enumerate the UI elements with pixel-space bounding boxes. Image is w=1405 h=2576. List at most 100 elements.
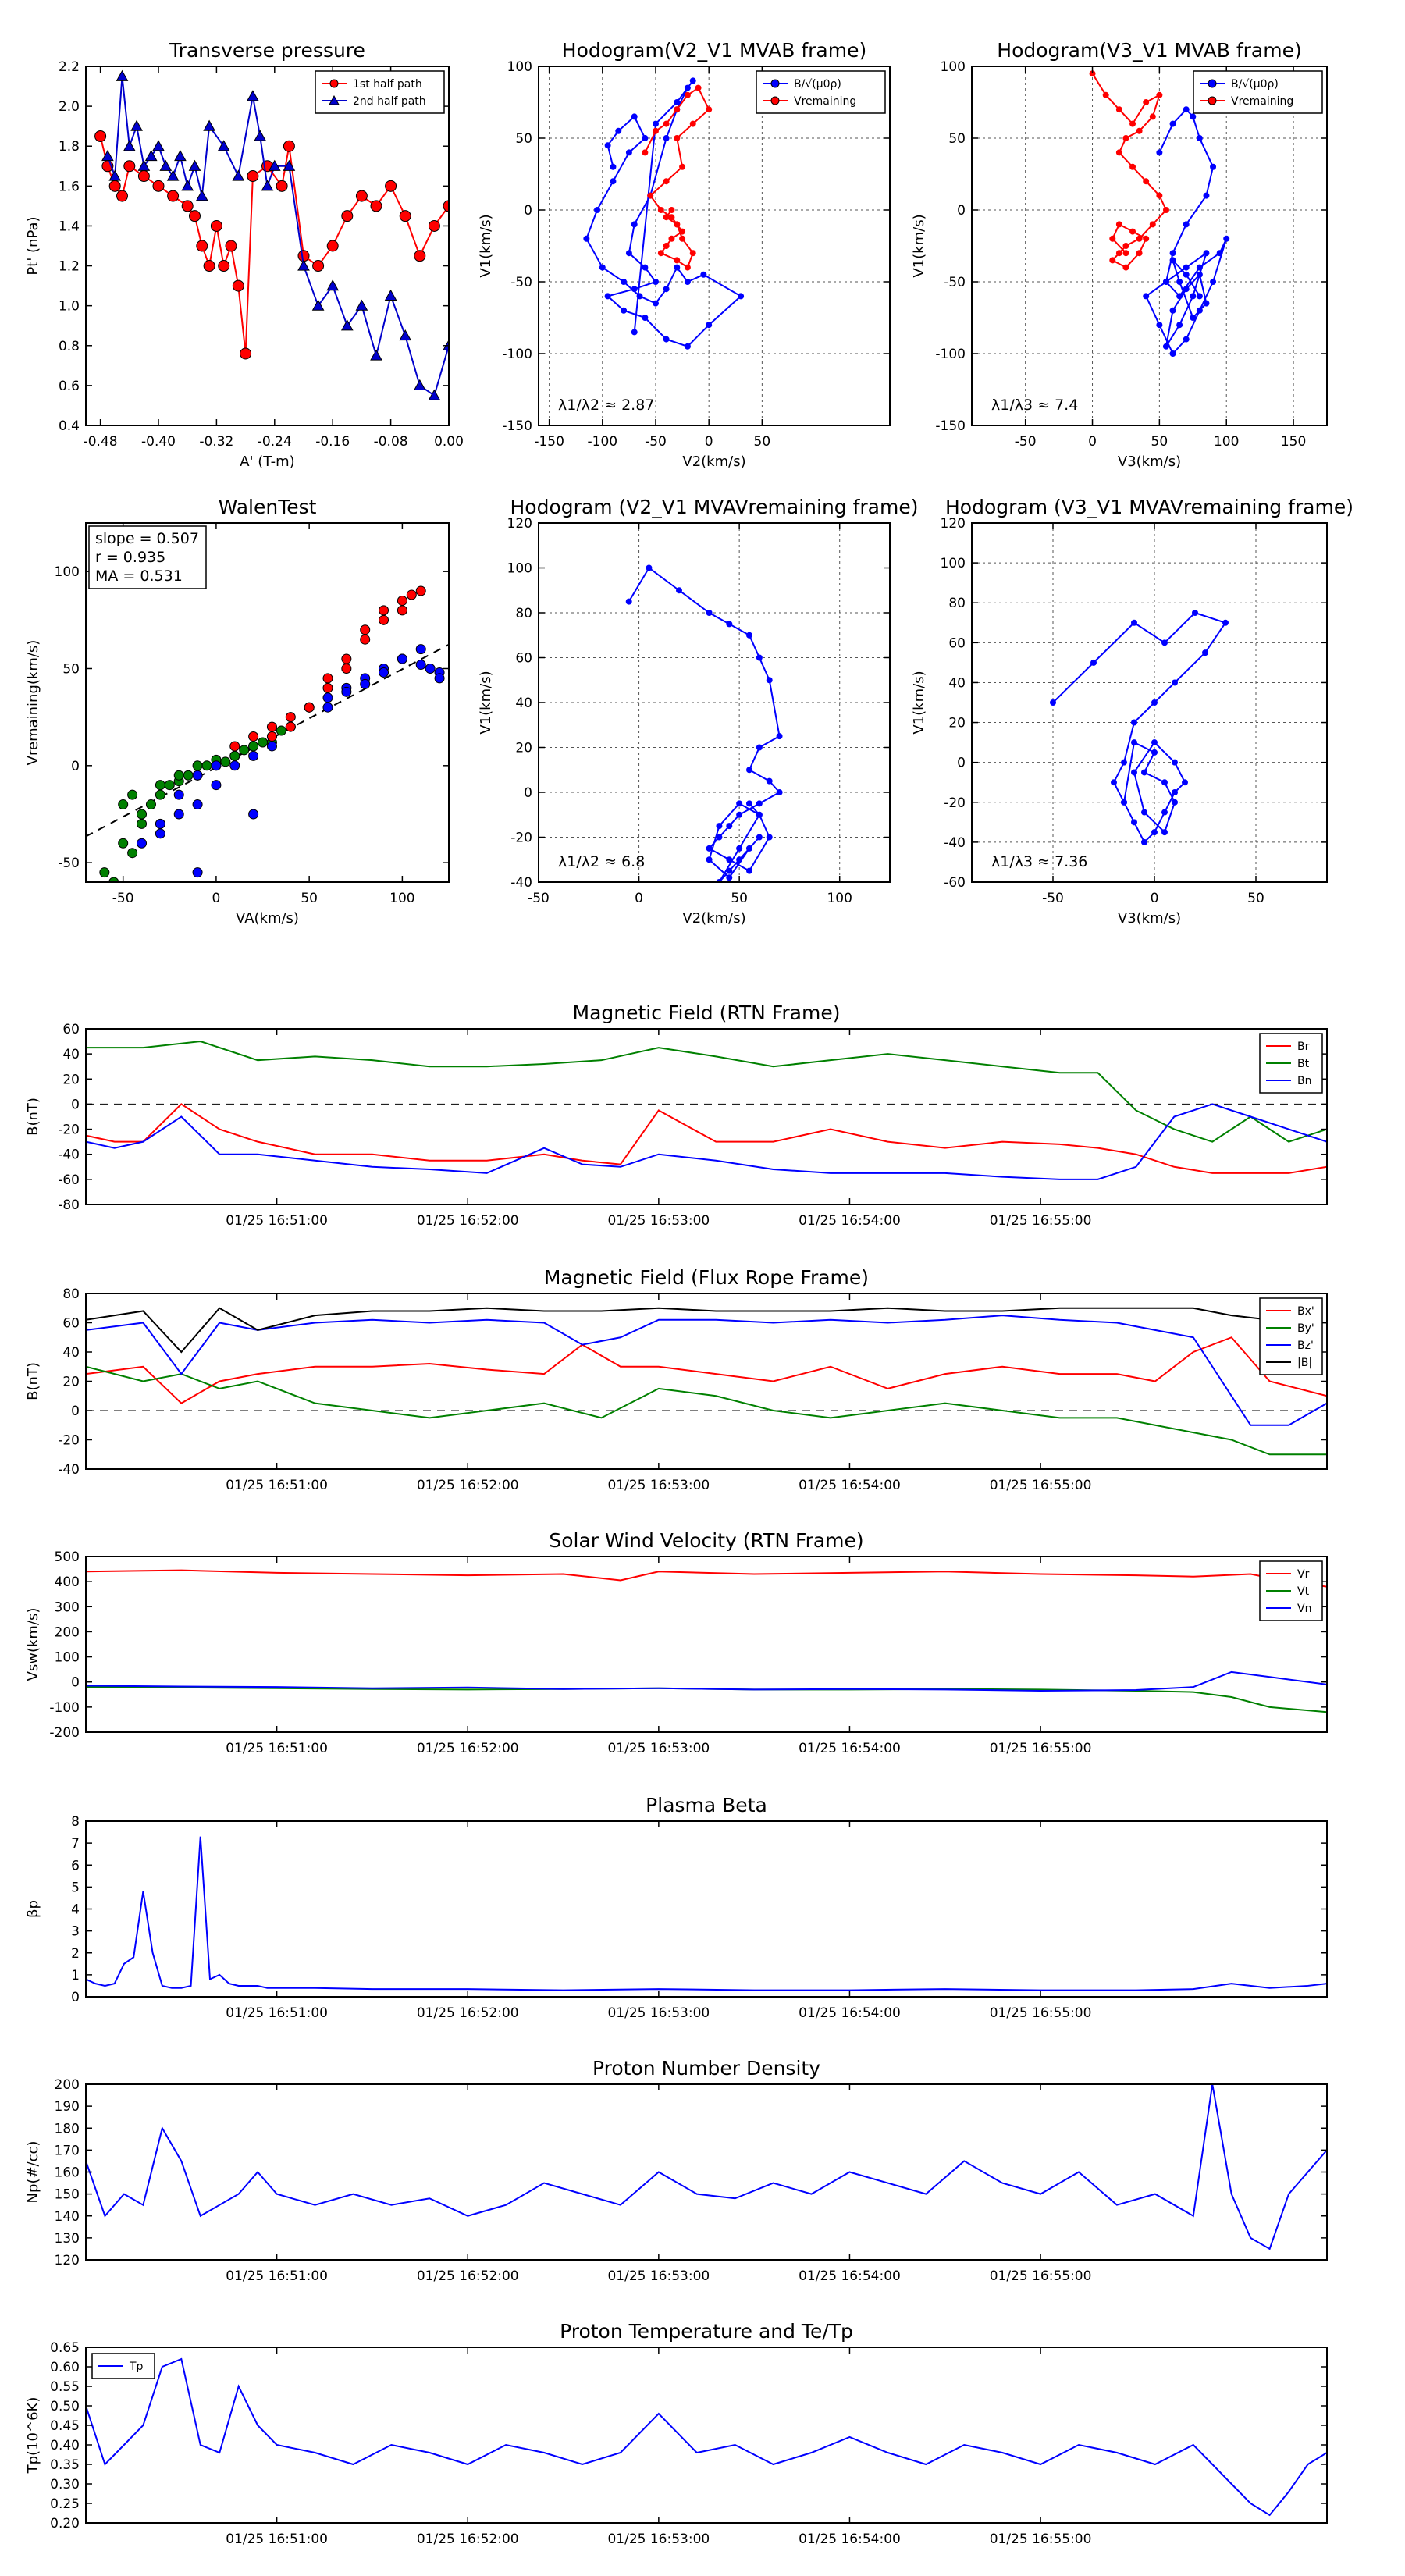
data-point: [1182, 779, 1188, 786]
data-point: [94, 130, 107, 142]
data-point: [137, 159, 151, 171]
data-point: [166, 169, 180, 181]
data-point: [155, 789, 165, 800]
x-axis-label: V2(km/s): [682, 910, 745, 927]
data-point: [1136, 127, 1143, 134]
axes-frame: [538, 66, 891, 426]
y-tick-label: 190: [55, 2099, 80, 2115]
data-point: [174, 149, 187, 162]
axes-frame: [85, 1556, 1328, 1733]
axes-frame: [85, 2083, 1328, 2261]
y-tick-label: 150: [55, 2187, 80, 2203]
data-point: [370, 349, 382, 361]
data-point: [657, 250, 664, 257]
x-tick-label: 01/25 16:52:00: [417, 1478, 519, 1493]
data-point: [1183, 106, 1190, 113]
data-point: [1169, 350, 1176, 357]
data-point: [183, 770, 194, 781]
data-point: [1115, 250, 1122, 257]
data-point: [1109, 235, 1116, 242]
data-point: [766, 834, 773, 841]
y-tick-label: 100: [941, 59, 966, 75]
x-tick-label: 01/25 16:51:00: [226, 1478, 328, 1493]
y-tick-label: -100: [49, 1700, 80, 1716]
data-point: [311, 299, 325, 311]
y-tick-label: -40: [58, 1147, 80, 1163]
y-tick-label: 0: [524, 785, 532, 801]
data-point: [657, 207, 664, 213]
data-point: [326, 240, 339, 252]
data-point: [756, 654, 763, 661]
data-point: [1156, 149, 1163, 156]
y-tick-label: 0.6: [59, 379, 80, 394]
legend-marker: [1208, 96, 1217, 105]
plot-area: [86, 2084, 1327, 2250]
data-point: [1176, 293, 1183, 300]
data-point: [312, 260, 325, 272]
data-point: [642, 135, 649, 141]
legend: B/√(μ0ρ) Vremaining: [1193, 70, 1323, 114]
data-point: [258, 737, 269, 748]
data-point: [642, 264, 649, 271]
data-point: [297, 259, 310, 271]
legend-label: Vremaining: [794, 95, 856, 108]
legend-label: Bz': [1297, 1340, 1314, 1352]
y-tick-label: 120: [941, 516, 966, 532]
y-tick-label: -40: [944, 835, 966, 851]
axes-frame: [85, 66, 450, 426]
ratio-annotation: λ1/λ2 ≈ 6.8: [558, 853, 645, 870]
data-point: [636, 293, 643, 300]
data-point: [1161, 829, 1168, 836]
data-point: [684, 91, 691, 98]
y-tick-label: 20: [948, 716, 966, 731]
data-point: [116, 190, 128, 202]
legend-label: Vn: [1297, 1603, 1311, 1615]
data-point: [189, 210, 201, 222]
data-point: [127, 848, 138, 859]
data-point: [1136, 235, 1143, 242]
y-tick-label: 0: [957, 756, 966, 771]
data-point: [101, 149, 114, 162]
data-point: [360, 624, 371, 635]
data-point: [668, 235, 675, 242]
legend-label: Bt: [1297, 1058, 1310, 1070]
y-tick-label: 40: [948, 675, 966, 691]
data-point: [397, 595, 407, 606]
data-point: [276, 180, 288, 192]
fit-line: [85, 643, 450, 838]
data-point: [240, 347, 252, 360]
x-tick-label: 01/25 16:55:00: [990, 2532, 1092, 2547]
data-point: [706, 845, 713, 852]
chart-title: Magnetic Field (Flux Rope Frame): [544, 1266, 869, 1289]
x-tick-label: 01/25 16:53:00: [607, 2532, 710, 2547]
y-tick-label: 0: [71, 1990, 80, 2005]
data-point: [689, 77, 696, 84]
data-point: [1102, 91, 1109, 98]
y-tick-label: 40: [62, 1047, 80, 1062]
chart-magnetic-field-rtn: Magnetic Field (RTN Frame) 01/25 16:51:00…: [25, 1002, 1328, 1229]
data-point: [610, 163, 617, 170]
legend: Br Bt Bn: [1259, 1033, 1323, 1094]
series-line-0: [585, 80, 742, 347]
y-tick-label: 40: [62, 1345, 80, 1361]
y-axis-label: Np(#/cc): [25, 2141, 41, 2204]
data-point: [397, 653, 407, 664]
y-tick-label: 200: [55, 2077, 80, 2093]
y-tick-label: 180: [55, 2121, 80, 2137]
x-tick-label: 01/25 16:53:00: [607, 1741, 710, 1756]
data-point: [192, 770, 203, 781]
data-point: [1222, 619, 1229, 626]
y-tick-label: 100: [55, 1650, 80, 1666]
data-point: [1203, 300, 1210, 307]
x-tick-label: -50: [528, 891, 550, 906]
x-tick-label: -0.16: [315, 434, 350, 450]
x-tick-label: 50: [731, 891, 748, 906]
chart-title: Transverse pressure: [169, 39, 365, 62]
data-point: [1216, 250, 1223, 257]
x-tick-label: -150: [534, 434, 564, 450]
chart-title: Proton Number Density: [592, 2057, 820, 2080]
data-point: [1121, 759, 1127, 766]
x-tick-label: 01/25 16:55:00: [990, 1213, 1092, 1229]
data-point: [152, 180, 165, 192]
legend-label: Bx': [1297, 1305, 1314, 1318]
